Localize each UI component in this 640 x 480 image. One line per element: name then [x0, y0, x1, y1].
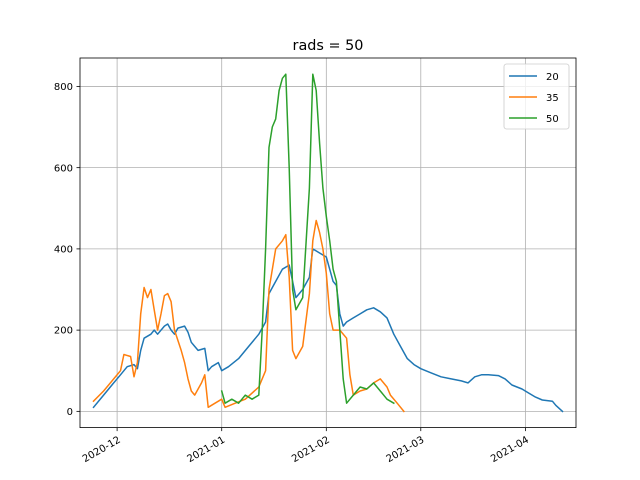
legend: 20 35 50: [503, 63, 570, 130]
y-tick-label: 400: [54, 244, 73, 255]
series-line-20: [92, 248, 564, 413]
grid-lines: [80, 58, 576, 428]
legend-label-20: 20: [546, 72, 559, 83]
y-tick-label: 0: [67, 407, 73, 418]
y-tick-label: 600: [54, 163, 73, 174]
chart-title: rads = 50: [293, 38, 364, 54]
plot-frame: [79, 57, 577, 429]
series-layer: [92, 73, 564, 413]
legend-label-35: 35: [546, 93, 559, 104]
y-tick-label: 800: [54, 82, 73, 93]
y-tick-label: 200: [54, 326, 73, 337]
series-line-50: [220, 73, 395, 405]
legend-label-50: 50: [546, 114, 559, 125]
